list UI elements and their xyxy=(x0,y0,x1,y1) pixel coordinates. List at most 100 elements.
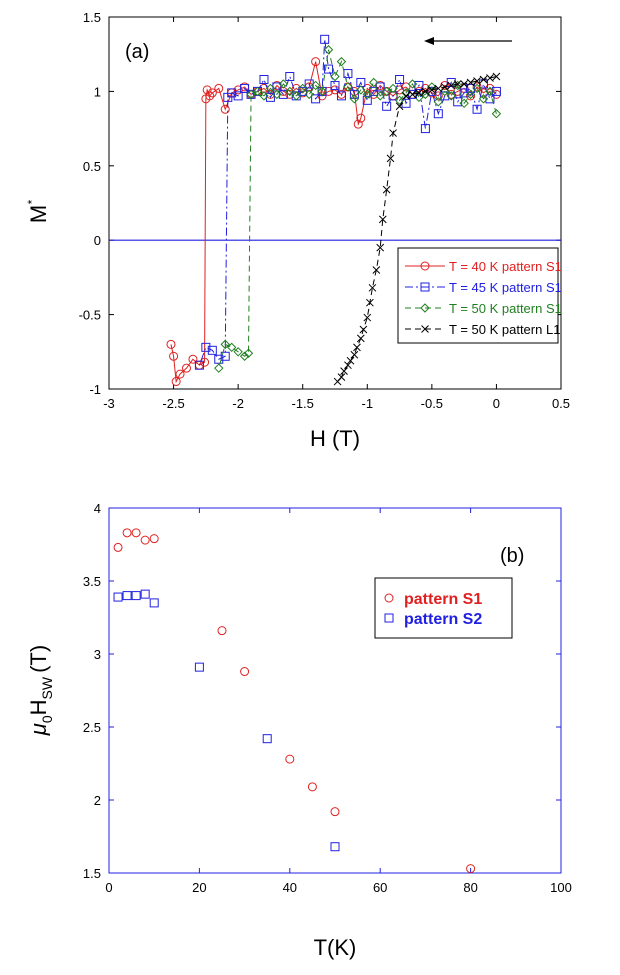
data-point xyxy=(395,102,404,111)
legend-label: T = 45 K pattern S1 xyxy=(449,280,562,295)
data-point xyxy=(353,343,361,352)
data-point xyxy=(388,83,398,94)
data-point xyxy=(181,363,191,373)
chart-b-ylabel-sub0: 0 xyxy=(39,715,55,723)
data-point xyxy=(171,377,181,387)
data-point xyxy=(381,86,392,97)
data-point xyxy=(368,283,377,292)
data-point xyxy=(233,91,243,101)
data-point xyxy=(375,91,385,101)
data-point xyxy=(330,807,340,817)
chart-b-xlabel: T(K) xyxy=(314,935,357,960)
y-tick-label: 3.5 xyxy=(83,574,101,589)
x-tick-label: -0.5 xyxy=(421,396,443,411)
data-point xyxy=(362,95,372,105)
chart-a-legend: T = 40 K pattern S1 T = 45 K pattern S1 T … xyxy=(397,247,562,344)
data-point xyxy=(472,83,482,94)
x-tick-label: 20 xyxy=(192,880,206,895)
data-point xyxy=(460,80,468,88)
x-tick-label: 100 xyxy=(550,880,572,895)
data-point xyxy=(359,325,368,334)
data-point xyxy=(113,592,123,602)
data-point xyxy=(202,85,212,95)
data-point xyxy=(485,86,495,97)
data-point xyxy=(169,351,179,361)
y-tick-label: 0.5 xyxy=(83,159,101,174)
data-point xyxy=(491,109,502,119)
data-point xyxy=(356,85,366,95)
y-tick-label: 1 xyxy=(94,84,101,99)
data-point xyxy=(239,351,250,361)
y-tick-label: 2.5 xyxy=(83,720,101,735)
svg-text:μ0HSW(T): μ0HSW (T) xyxy=(26,645,55,736)
chart-b-ylabel-subsw: SW xyxy=(39,676,55,699)
sweep-arrow-icon xyxy=(424,37,512,45)
data-point xyxy=(491,86,501,96)
data-point xyxy=(486,74,494,82)
data-point xyxy=(382,101,392,111)
chart-b-ylabel-unit: (T) xyxy=(26,645,51,673)
data-point xyxy=(194,662,204,672)
chart-a-panel-label: (a) xyxy=(125,41,149,63)
data-point xyxy=(265,83,276,94)
x-tick-label: 60 xyxy=(373,880,387,895)
data-point xyxy=(350,350,359,359)
data-point xyxy=(220,104,230,114)
data-point xyxy=(140,535,150,545)
y-tick-label: 3 xyxy=(94,647,101,662)
data-point xyxy=(343,82,353,92)
data-point xyxy=(122,591,132,601)
y-tick-label: 4 xyxy=(94,501,101,516)
data-point xyxy=(291,91,301,101)
legend-label: pattern S1 xyxy=(404,591,482,608)
data-point xyxy=(262,734,272,744)
data-point xyxy=(433,97,444,107)
data-point xyxy=(259,74,269,84)
data-point xyxy=(285,86,295,97)
data-point xyxy=(336,56,347,67)
legend-marker xyxy=(420,282,430,292)
data-point xyxy=(324,64,334,74)
data-point xyxy=(344,361,352,370)
y-tick-label: 1.5 xyxy=(83,866,101,881)
data-point xyxy=(465,89,476,100)
data-point xyxy=(201,94,211,104)
series-3 xyxy=(333,72,501,386)
data-point xyxy=(323,45,334,55)
data-point xyxy=(223,92,233,102)
data-point xyxy=(356,113,366,123)
legend-label: pattern S2 xyxy=(404,611,482,628)
data-point xyxy=(278,79,289,89)
data-point xyxy=(427,82,437,92)
data-point xyxy=(349,94,360,104)
legend-label: T = 50 K pattern L1 xyxy=(449,322,560,337)
series-line xyxy=(337,76,497,382)
data-point xyxy=(140,589,150,599)
chart-a-ylabel-sup: * xyxy=(25,199,39,204)
data-point xyxy=(311,57,321,67)
data-point xyxy=(346,356,355,365)
legend-marker xyxy=(384,593,394,603)
data-point xyxy=(217,626,227,636)
x-tick-label: -2 xyxy=(232,396,244,411)
x-tick-label: -1 xyxy=(362,396,374,411)
legend-marker xyxy=(420,303,430,313)
data-point xyxy=(201,342,211,352)
chart-a-series xyxy=(166,34,502,387)
data-point xyxy=(122,528,132,538)
data-point xyxy=(395,74,405,84)
data-point xyxy=(233,347,243,357)
data-point xyxy=(459,98,469,109)
data-point xyxy=(214,363,224,373)
y-tick-label: 1.5 xyxy=(83,10,101,25)
data-point xyxy=(317,86,327,97)
data-point xyxy=(453,80,462,88)
data-point xyxy=(278,89,288,99)
data-point xyxy=(408,90,417,99)
data-point xyxy=(433,109,443,119)
data-point xyxy=(389,129,397,137)
chart-a: -3 -2.5 -2 -1.5 -1 -0.5 0 0.5 -1 -0.5 0 0.5 1 1.5 (a)… xyxy=(25,10,570,451)
x-tick-label: -1.5 xyxy=(292,396,314,411)
